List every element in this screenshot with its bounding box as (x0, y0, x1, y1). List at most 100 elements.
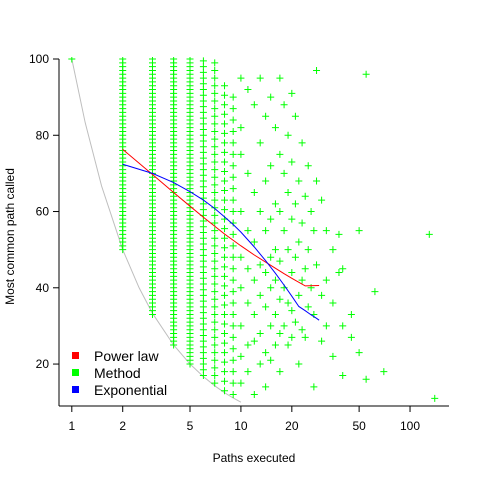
data-point (244, 368, 252, 376)
data-point (310, 227, 318, 235)
data-point (211, 196, 219, 204)
data-point (119, 57, 127, 63)
data-point (211, 135, 219, 143)
data-point (237, 284, 245, 292)
data-point (237, 150, 245, 158)
data-point (271, 276, 279, 284)
data-point (288, 333, 296, 341)
data-point (256, 74, 264, 82)
data-point (211, 211, 219, 219)
data-point (244, 265, 252, 273)
data-point (211, 204, 219, 212)
data-point (229, 230, 237, 238)
data-point (229, 185, 237, 193)
data-point (276, 368, 284, 376)
data-point (229, 310, 237, 318)
data-point (267, 284, 275, 292)
data-point (229, 105, 237, 113)
data-point (186, 57, 194, 63)
data-point (229, 379, 237, 387)
data-point (237, 379, 245, 387)
data-point (244, 341, 252, 349)
data-point (267, 215, 275, 223)
data-point (211, 143, 219, 151)
data-point (221, 139, 229, 147)
data-point (301, 192, 309, 200)
data-point (170, 57, 178, 63)
data-point (250, 337, 258, 345)
data-point (211, 257, 219, 265)
data-point (310, 383, 318, 391)
y-tick-label: 40 (36, 281, 50, 295)
data-point (211, 341, 219, 349)
data-point (211, 371, 219, 379)
data-point (250, 101, 258, 109)
data-point (431, 394, 439, 402)
data-point (329, 299, 337, 307)
x-tick-label: 100 (400, 419, 420, 433)
data-point (221, 225, 229, 233)
data-point (271, 310, 279, 318)
data-point (221, 234, 229, 242)
data-point (221, 291, 229, 299)
data-point (298, 326, 306, 334)
x-tick-label: 1 (68, 419, 75, 433)
data-point (229, 139, 237, 147)
data-point (244, 86, 252, 94)
data-point (250, 391, 258, 399)
data-point (262, 303, 270, 311)
legend-label-exponential: Exponential (94, 382, 167, 398)
data-point (276, 295, 284, 303)
data-point (250, 188, 258, 196)
data-point (229, 368, 237, 376)
x-tick-label: 5 (187, 419, 194, 433)
data-point (68, 57, 76, 63)
data-point (221, 101, 229, 109)
data-point (298, 219, 306, 227)
data-point (221, 177, 229, 185)
data-point (276, 257, 284, 265)
data-point (291, 112, 299, 120)
data-point (221, 263, 229, 271)
data-point (288, 89, 296, 97)
data-point (211, 280, 219, 288)
data-point (211, 188, 219, 196)
data-point (229, 345, 237, 353)
legend-swatch-power-law (72, 352, 79, 359)
data-point (221, 358, 229, 366)
data-point (237, 322, 245, 330)
data-point (211, 150, 219, 158)
data-point (298, 276, 306, 284)
data-point (237, 352, 245, 360)
data-point (276, 208, 284, 216)
data-point (221, 377, 229, 385)
data-point (267, 322, 275, 330)
data-point (221, 310, 229, 318)
data-point (256, 139, 264, 147)
data-point (313, 261, 321, 269)
data-point (211, 356, 219, 364)
legend-swatch-method (72, 369, 79, 376)
data-point (211, 166, 219, 174)
data-point (229, 208, 237, 216)
data-point (221, 187, 229, 195)
data-point (329, 246, 337, 254)
y-tick-label: 80 (36, 128, 50, 142)
fit-lines-layer (122, 148, 320, 321)
data-point (304, 162, 312, 170)
data-point (229, 356, 237, 364)
data-point (371, 288, 379, 296)
data-point (262, 227, 270, 235)
data-point (211, 326, 219, 334)
data-point (301, 333, 309, 341)
data-point (313, 66, 321, 74)
data-point (244, 299, 252, 307)
data-point (280, 322, 288, 330)
data-point (229, 253, 237, 261)
data-point (362, 375, 370, 383)
data-point (221, 110, 229, 118)
data-point (322, 276, 330, 284)
data-point (221, 167, 229, 175)
data-point (229, 242, 237, 250)
